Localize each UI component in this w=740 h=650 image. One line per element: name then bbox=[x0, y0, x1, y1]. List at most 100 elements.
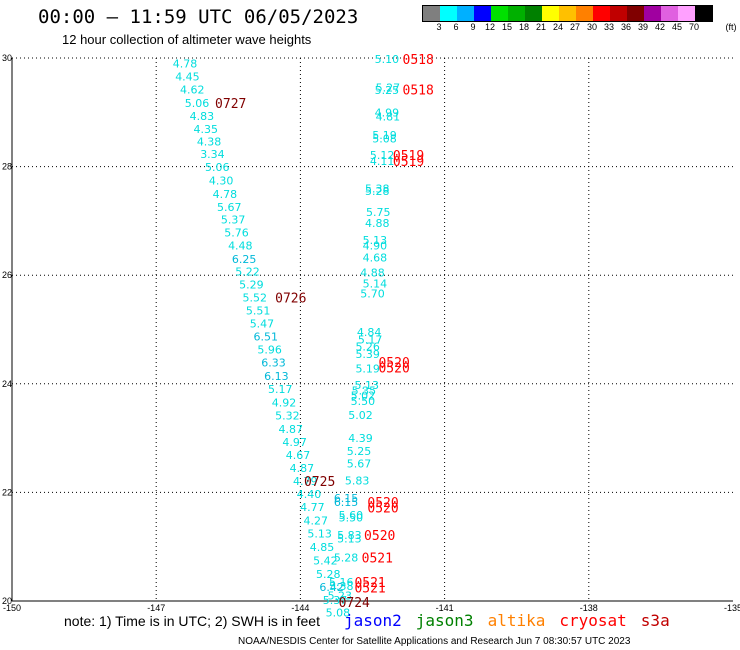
date-label: 0521 bbox=[354, 576, 385, 591]
date-label: 0519 bbox=[393, 155, 424, 170]
swh-label-track2: 5.39 bbox=[355, 348, 380, 361]
swh-label-track2: 5.02 bbox=[348, 409, 373, 422]
scale-swatch bbox=[576, 6, 593, 21]
date-label: 0518 bbox=[403, 83, 434, 98]
scale-label: 12 bbox=[484, 22, 496, 32]
swh-label-track1: 5.06 bbox=[185, 97, 210, 110]
scale-unit: (ft) bbox=[725, 22, 737, 32]
date-label: 0520 bbox=[364, 529, 395, 544]
swh-label-track1: 4.77 bbox=[300, 501, 325, 514]
swh-label-track2: 5.17 bbox=[358, 333, 383, 346]
mission-s3a: s3a bbox=[640, 611, 670, 630]
date-label: 0520 bbox=[367, 496, 398, 511]
swh-label-track2: 5.13 bbox=[354, 379, 379, 392]
swh-label-track1: 5.28 bbox=[316, 568, 341, 581]
swh-label-track2: 5.13 bbox=[363, 234, 388, 247]
swh-label-track2: 5.35 bbox=[352, 384, 377, 397]
swh-label-track2: 5.38 bbox=[329, 580, 354, 593]
swh-label-track2: 4.68 bbox=[363, 251, 388, 264]
scale-swatch bbox=[474, 6, 491, 21]
swh-label-track2: 5.25 bbox=[375, 84, 400, 97]
swh-label-track2: 5.12 bbox=[370, 149, 395, 162]
swh-label-track1: 4.30 bbox=[209, 175, 234, 188]
y-tick-label: 26 bbox=[2, 270, 12, 280]
scale-swatch bbox=[542, 6, 559, 21]
scale-swatch bbox=[695, 6, 712, 21]
scale-label: 39 bbox=[637, 22, 649, 32]
swh-label-track2: 5.14 bbox=[363, 277, 388, 290]
swh-label-track2: 4.99 bbox=[375, 106, 400, 119]
mission-jason2: jason2 bbox=[343, 611, 402, 630]
scale-label: 36 bbox=[620, 22, 632, 32]
swh-label-track1: 5.67 bbox=[217, 201, 242, 214]
swh-label-track1: 4.85 bbox=[310, 541, 335, 554]
footer-legend: note: 1) Time is in UTC; 2) SWH is in fe… bbox=[64, 611, 684, 630]
swh-label-track2: 5.67 bbox=[347, 458, 372, 471]
swh-label-track2: 5.23 bbox=[328, 590, 353, 603]
date-label: 0518 bbox=[403, 53, 434, 68]
page-title: 00:00 – 11:59 UTC 06/05/2023 bbox=[38, 6, 359, 28]
scale-label: 24 bbox=[552, 22, 564, 32]
swh-label-track2: 4.84 bbox=[357, 326, 382, 339]
swh-label-track1: 5.29 bbox=[239, 278, 264, 291]
swh-label-track2: 5.27 bbox=[376, 81, 401, 94]
swh-label-track2: 5.83 bbox=[337, 529, 362, 542]
x-tick-label: -150 bbox=[3, 603, 21, 613]
date-label: 0520 bbox=[378, 356, 409, 371]
date-label: 0724 bbox=[339, 596, 370, 611]
swh-label-track2: 5.70 bbox=[360, 288, 385, 301]
mission-altika: altika bbox=[487, 611, 546, 630]
swh-label-track2: 6.15 bbox=[334, 492, 359, 505]
scale-label: 21 bbox=[535, 22, 547, 32]
date-label: 0726 bbox=[275, 291, 306, 306]
swh-label-track2: 5.25 bbox=[347, 445, 372, 458]
swh-label-track1: 5.52 bbox=[242, 291, 267, 304]
swh-label-track1: 3.34 bbox=[200, 148, 225, 161]
scale-label: 33 bbox=[603, 22, 615, 32]
swh-label-track1: 6.51 bbox=[254, 331, 279, 344]
x-tick-label: -138 bbox=[580, 603, 598, 613]
scale-label: 70 bbox=[688, 22, 700, 32]
swh-label-track2: 5.60 bbox=[339, 509, 364, 522]
swh-label-track1: 5.32 bbox=[275, 409, 300, 422]
scale-label: 42 bbox=[654, 22, 666, 32]
swh-label-track1: 4.40 bbox=[297, 488, 322, 501]
swh-label-track2: 5.50 bbox=[351, 395, 376, 408]
swh-label-track1: 4.45 bbox=[175, 70, 200, 83]
date-label: 0725 bbox=[304, 475, 335, 490]
swh-label-track1: 4.62 bbox=[180, 83, 205, 96]
swh-label-track2: 4.88 bbox=[360, 266, 385, 279]
swh-label-track1: 5.37 bbox=[323, 594, 348, 607]
x-tick-label: -135 bbox=[724, 603, 740, 613]
scale-label: 15 bbox=[501, 22, 513, 32]
date-label: 0521 bbox=[354, 581, 385, 596]
swh-label-track2: 5.83 bbox=[345, 474, 370, 487]
scale-swatch bbox=[644, 6, 661, 21]
swh-label-track2: 5.08 bbox=[372, 132, 397, 145]
scale-swatch bbox=[508, 6, 525, 21]
swh-label-track2: 5.10 bbox=[375, 53, 400, 66]
swh-label-track1: 4.87 bbox=[279, 423, 304, 436]
scale-swatch bbox=[525, 6, 542, 21]
swh-label-track1: 4.38 bbox=[197, 136, 222, 149]
footer-note: note: 1) Time is in UTC; 2) SWH is in fe… bbox=[64, 613, 320, 629]
swh-label-track2: 5.19 bbox=[372, 129, 397, 142]
scale-swatch bbox=[423, 6, 440, 21]
scale-label: 6 bbox=[453, 22, 459, 32]
credit-line: NOAA/NESDIS Center for Satellite Applica… bbox=[238, 636, 631, 647]
scale-swatch bbox=[661, 6, 678, 21]
swh-label-track2: 5.02 bbox=[351, 390, 376, 403]
swh-label-track1: 4.92 bbox=[272, 396, 297, 409]
swh-label-track1: 4.79 bbox=[293, 475, 318, 488]
swh-label-track1: 5.13 bbox=[307, 528, 332, 541]
swh-label-track1: 6.25 bbox=[232, 253, 257, 266]
scale-label: 27 bbox=[569, 22, 581, 32]
scale-swatch bbox=[491, 6, 508, 21]
swh-label-track1: 5.47 bbox=[250, 318, 275, 331]
swh-label-track1: 5.96 bbox=[257, 344, 282, 357]
swh-label-track2: 4.39 bbox=[348, 432, 373, 445]
color-scale-bar bbox=[422, 5, 713, 22]
swh-label-track2: 5.13 bbox=[337, 533, 362, 546]
scale-swatch bbox=[440, 6, 457, 21]
swh-label-track1: 6.42 bbox=[319, 581, 344, 594]
